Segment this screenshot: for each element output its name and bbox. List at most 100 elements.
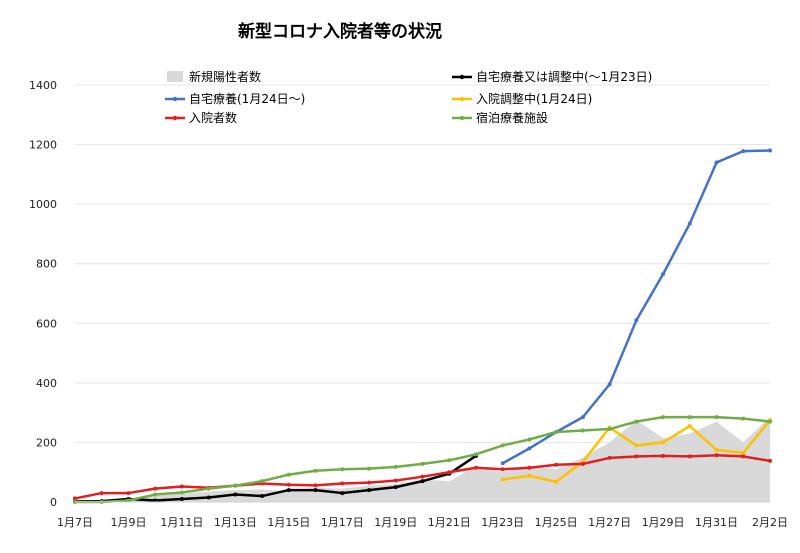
- data-point: [420, 474, 425, 479]
- data-point: [580, 461, 585, 466]
- data-point: [340, 491, 345, 496]
- y-tick-label: 600: [36, 317, 57, 330]
- data-point: [607, 382, 612, 387]
- x-tick-label: 1月27日: [588, 516, 631, 529]
- data-point: [367, 480, 372, 485]
- data-point: [500, 477, 505, 482]
- data-point: [179, 497, 184, 502]
- data-point: [741, 454, 746, 459]
- data-point: [741, 416, 746, 421]
- data-point: [393, 485, 398, 490]
- data-point: [286, 488, 291, 493]
- data-point: [554, 479, 559, 484]
- legend-marker: [459, 74, 465, 80]
- x-axis-ticks: 1月7日 1月9日 1月11日 1月13日 1月15日 1月17日 1月19日 1月21日 1月…: [57, 516, 788, 529]
- x-tick-label: 1月23日: [481, 516, 524, 529]
- data-point: [73, 496, 77, 501]
- y-tick-label: 0: [50, 496, 57, 509]
- x-tick-label: 1月21日: [428, 516, 471, 529]
- legend: 新規陽性者数 自宅療養又は調整中(〜1月23日) 自宅療養(1月24日〜) 入院調整中…: [165, 69, 652, 125]
- data-point: [286, 472, 291, 477]
- data-point: [661, 272, 666, 277]
- data-point: [260, 479, 265, 484]
- legend-label: 宿泊療養施設: [476, 110, 548, 125]
- data-point: [153, 486, 158, 491]
- legend-label: 自宅療養又は調整中(〜1月23日): [476, 69, 652, 84]
- data-point: [153, 492, 158, 497]
- data-point: [500, 461, 505, 466]
- y-tick-label: 400: [36, 377, 57, 390]
- x-tick-label: 1月7日: [57, 516, 93, 529]
- data-point: [554, 430, 559, 435]
- data-point: [527, 446, 532, 451]
- line-layer: [73, 148, 772, 504]
- chart-title: 新型コロナ入院者等の状況: [238, 21, 442, 42]
- data-point: [527, 465, 532, 470]
- data-point: [420, 479, 425, 484]
- x-tick-label: 1月19日: [374, 516, 417, 529]
- y-axis-ticks: 0 200 400 600 800 1000 1200 1400: [29, 79, 57, 509]
- x-tick-label: 1月9日: [110, 516, 146, 529]
- y-tick-label: 1000: [29, 198, 57, 211]
- data-point: [714, 453, 719, 458]
- legend-label: 自宅療養(1月24日〜): [189, 91, 305, 106]
- data-point: [233, 483, 238, 488]
- legend-label: 入院調整中(1月24日): [476, 91, 592, 106]
- y-tick-label: 200: [36, 436, 57, 449]
- data-point: [687, 221, 692, 226]
- data-point: [340, 481, 345, 486]
- data-point: [527, 473, 532, 478]
- data-point: [260, 494, 265, 499]
- data-point: [741, 450, 746, 455]
- legend-label: 入院者数: [189, 110, 237, 125]
- x-tick-label: 1月11日: [160, 516, 203, 529]
- data-point: [580, 415, 585, 420]
- x-tick-label: 1月25日: [535, 516, 578, 529]
- data-point: [500, 467, 505, 472]
- area-layer: [75, 417, 770, 502]
- data-point: [714, 415, 719, 420]
- data-point: [607, 427, 612, 432]
- legend-label: 新規陽性者数: [189, 69, 261, 84]
- data-point: [420, 461, 425, 466]
- legend-marker: [459, 115, 465, 121]
- x-tick-label: 1月17日: [321, 516, 364, 529]
- data-point: [768, 148, 772, 153]
- legend-swatch: [167, 71, 183, 82]
- line-series: [74, 454, 477, 503]
- data-point: [687, 415, 692, 420]
- area-series-positives: [75, 417, 770, 502]
- data-point: [340, 467, 345, 472]
- data-point: [179, 484, 184, 489]
- data-point: [393, 464, 398, 469]
- legend-marker: [172, 96, 178, 102]
- data-point: [741, 149, 746, 154]
- data-point: [313, 468, 318, 473]
- data-point: [634, 454, 639, 459]
- data-point: [580, 428, 585, 433]
- data-point: [206, 495, 211, 500]
- data-point: [367, 488, 372, 493]
- x-tick-label: 1月15日: [267, 516, 310, 529]
- data-point: [286, 482, 291, 487]
- data-point: [554, 462, 559, 467]
- data-point: [500, 443, 505, 448]
- legend-marker: [459, 96, 465, 102]
- data-point: [126, 491, 131, 496]
- data-point: [473, 465, 478, 470]
- data-point: [634, 443, 639, 448]
- data-point: [714, 160, 719, 165]
- x-tick-label: 2月2日: [752, 516, 788, 529]
- x-tick-label: 1月13日: [214, 516, 257, 529]
- data-point: [447, 470, 452, 475]
- data-point: [687, 454, 692, 459]
- data-point: [768, 458, 772, 463]
- data-point: [179, 490, 184, 495]
- data-point: [634, 419, 639, 424]
- data-point: [687, 424, 692, 429]
- y-tick-label: 1400: [29, 79, 57, 92]
- line-series: [502, 149, 771, 465]
- data-point: [313, 488, 318, 493]
- data-point: [661, 440, 666, 445]
